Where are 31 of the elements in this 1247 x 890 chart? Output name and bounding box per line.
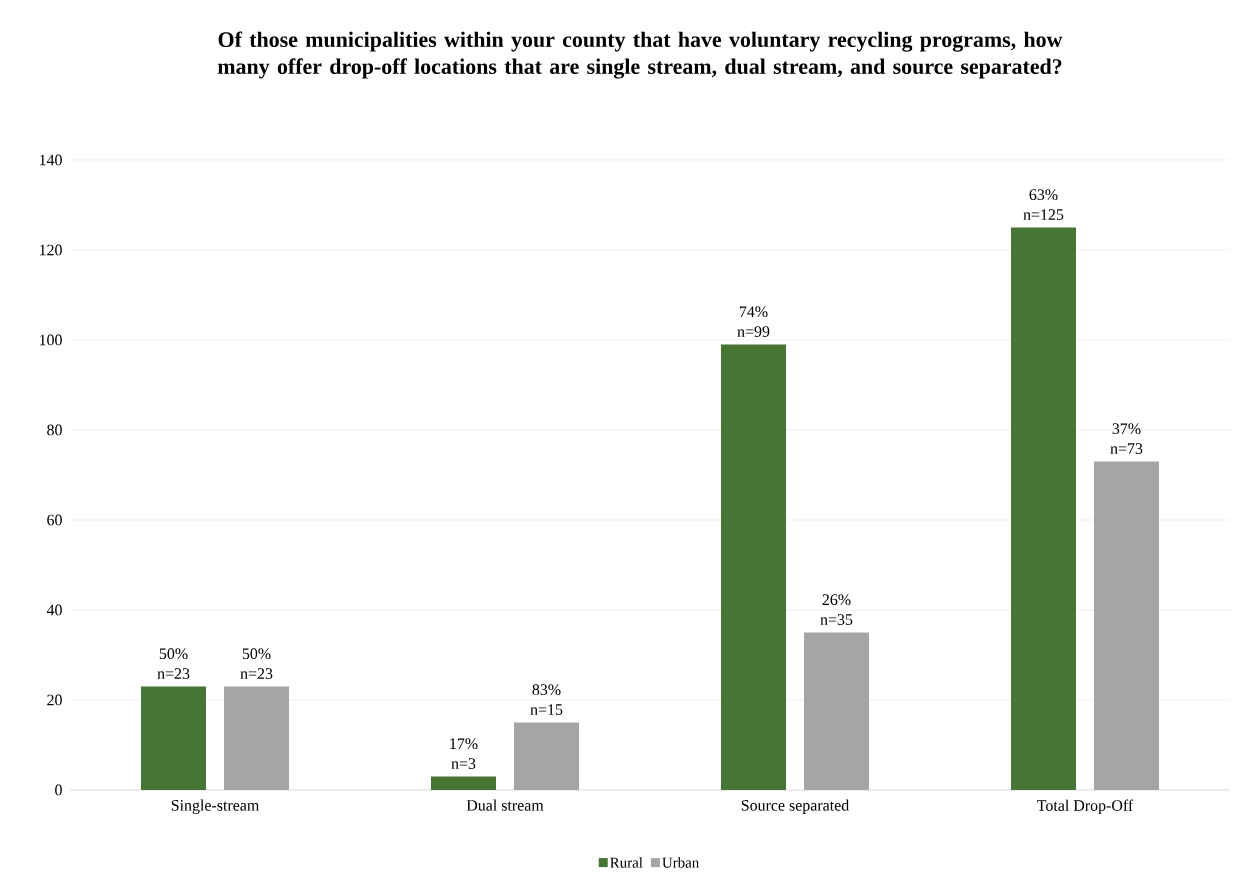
chart-title: Of those municipalities within your county that have voluntary recycling programs, how many offer drop-off locations that are single stream, dual stream, and source separated? — [217, 31, 1063, 79]
y-tick-label: 20 — [47, 694, 62, 706]
legend-label: Urban — [662, 857, 700, 868]
data-label: 37% n=73 — [1110, 423, 1143, 454]
data-label: 26% n=35 — [820, 594, 853, 625]
bar — [224, 686, 290, 790]
y-tick-label: 0 — [55, 784, 62, 796]
y-tick-label: 80 — [47, 424, 62, 436]
bar — [514, 722, 579, 790]
bar — [1010, 227, 1076, 790]
y-tick-label: 40 — [46, 604, 62, 616]
data-label: 74% n=99 — [737, 306, 770, 337]
bar — [1093, 461, 1159, 790]
y-tick-label: 100 — [39, 334, 62, 346]
data-label: 50% n=23 — [240, 648, 273, 679]
legend-label: Rural — [610, 857, 643, 868]
x-tick-label: Total Drop-Off — [1037, 799, 1134, 815]
x-tick-label: Dual stream — [466, 799, 544, 811]
y-tick-label: 60 — [47, 514, 62, 526]
data-label: 17% n=3 — [450, 738, 478, 769]
bar — [720, 344, 786, 790]
data-label: 63% n=125 — [1023, 189, 1064, 220]
y-tick-label: 140 — [39, 154, 62, 166]
x-tick-label: Source separated — [741, 799, 850, 814]
data-label: 50% n=23 — [157, 648, 190, 679]
bar — [141, 686, 206, 790]
bar — [430, 776, 496, 790]
x-tick-label: Single-stream — [171, 799, 260, 814]
bar — [803, 632, 869, 790]
y-tick-label: 120 — [39, 244, 62, 256]
data-label: 83% n=15 — [530, 684, 563, 715]
